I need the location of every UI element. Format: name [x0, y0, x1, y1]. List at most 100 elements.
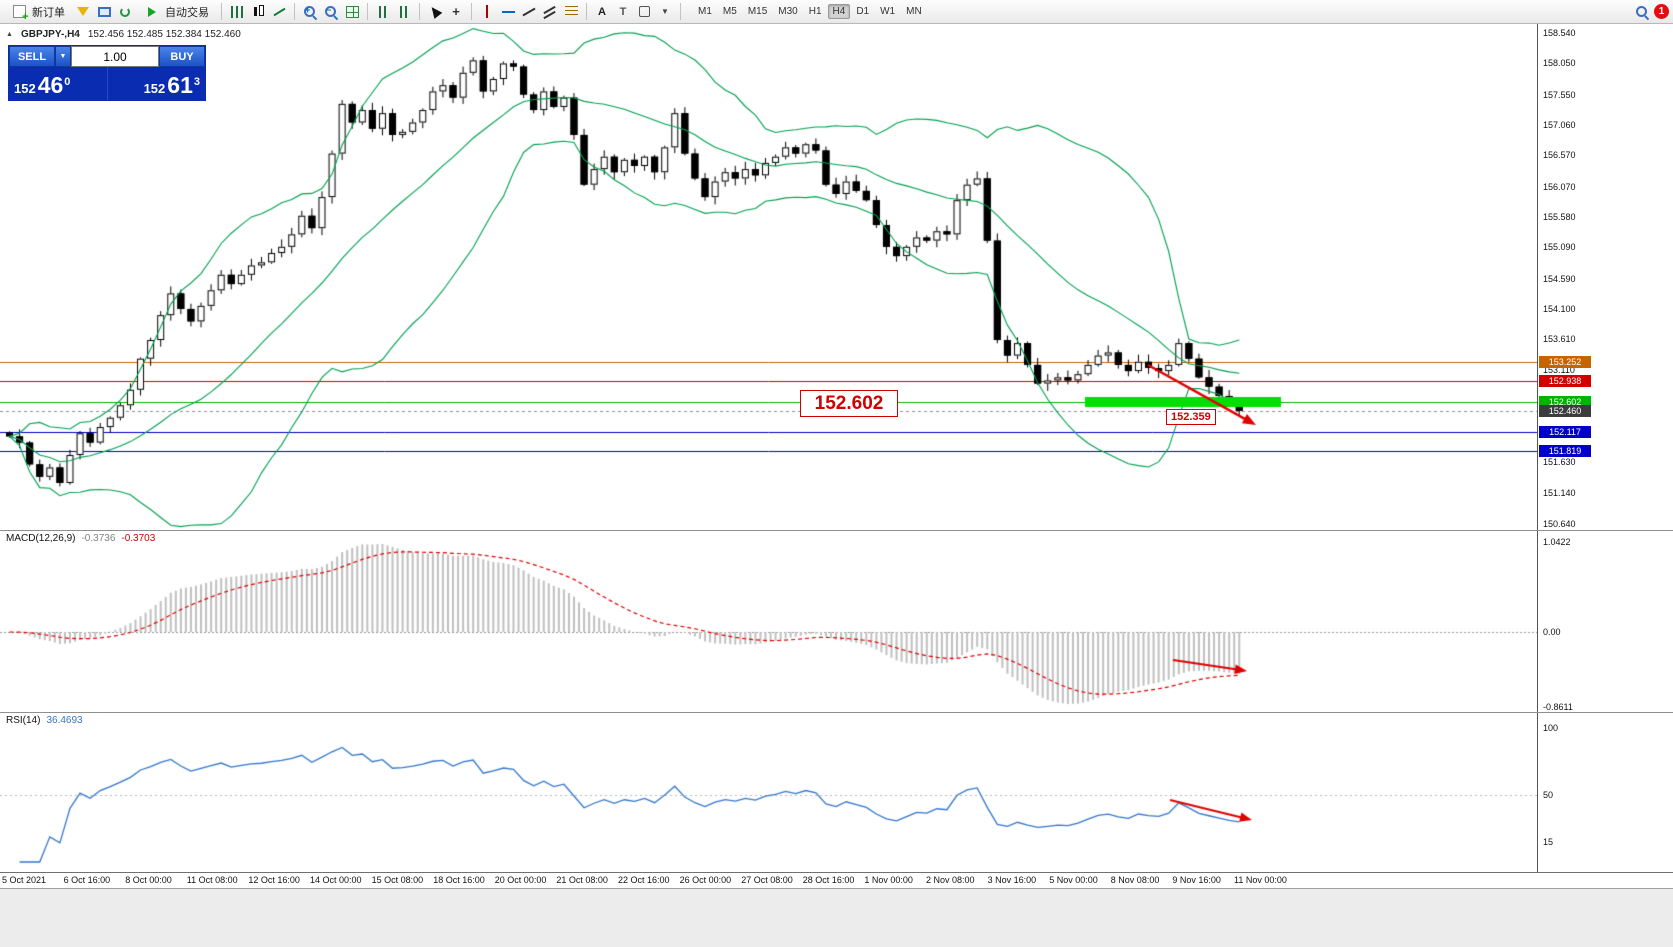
chart-workspace: ▲ GBPJPY-,H4 152.456 152.485 152.384 152… — [0, 24, 1673, 947]
search-icon[interactable] — [1633, 3, 1651, 20]
candlestick-mode-icon[interactable] — [249, 3, 267, 20]
new-order-label: 新订单 — [32, 6, 65, 19]
time-axis-label: 14 Oct 00:00 — [310, 875, 362, 885]
time-axis[interactable]: 5 Oct 2021 6 Oct 16:00 8 Oct 00:00 11 Oct 0… — [0, 872, 1673, 888]
price-tick: 151.140 — [1543, 487, 1576, 498]
volume-dropdown-icon[interactable]: ▼ — [55, 46, 71, 67]
buy-price-pips: 61 — [167, 72, 193, 99]
volume-input[interactable] — [72, 47, 158, 66]
tile-windows-icon[interactable] — [343, 3, 361, 20]
macd-axis-tick: 0.00 — [1543, 627, 1561, 637]
macd-name: MACD(12,26,9) — [6, 533, 76, 544]
price-tick: 158.540 — [1543, 28, 1576, 38]
toolbar-separator — [294, 3, 295, 20]
rsi-value: 36.4693 — [46, 715, 83, 726]
timeframe-button-m30[interactable]: M30 — [778, 6, 798, 17]
charts-window-icon[interactable] — [95, 3, 113, 20]
toolbar-separator — [367, 3, 368, 20]
timeframe-button-m5[interactable]: M5 — [722, 6, 737, 17]
sell-price-button[interactable]: 152 46 0 — [9, 67, 107, 100]
price-line-label: 152.117 — [1539, 426, 1591, 439]
zoom-in-icon[interactable]: + — [301, 3, 319, 20]
shapes-icon[interactable] — [635, 3, 653, 20]
macd-canvas[interactable] — [0, 530, 1537, 712]
price-tick: 157.550 — [1543, 89, 1576, 100]
toolbar-separator — [680, 3, 681, 20]
timeframe-button-h4[interactable]: H4 — [827, 4, 851, 19]
price-tick: 157.060 — [1543, 119, 1576, 130]
time-axis-label: 21 Oct 08:00 — [556, 875, 608, 885]
timeframe-button-w1[interactable]: W1 — [880, 6, 896, 17]
timeframe-group: M1 M5 M15 M30 H1 H4 D1 W1 MN — [693, 4, 927, 19]
time-axis-label: 11 Nov 00:00 — [1234, 875, 1287, 885]
price-line-label: 153.252 — [1539, 355, 1591, 368]
price-annotation-small: 152.359 — [1166, 409, 1216, 425]
price-tick: 158.050 — [1543, 58, 1576, 69]
timeframe-button-m15[interactable]: M15 — [747, 6, 768, 17]
buy-price-main: 152 — [143, 80, 166, 96]
panel-splitter-rsi[interactable] — [0, 712, 1673, 713]
arrows-dropdown-icon[interactable]: ▼ — [661, 7, 669, 16]
trendline-icon[interactable] — [520, 3, 538, 20]
time-axis-label: 6 Oct 16:00 — [63, 875, 111, 885]
toolbar-separator — [419, 3, 420, 20]
chart-header: ▲ GBPJPY-,H4 152.456 152.485 152.384 152… — [6, 29, 241, 40]
line-chart-mode-icon[interactable] — [270, 3, 288, 20]
chart-shift-icon[interactable] — [395, 3, 413, 20]
vertical-line-icon[interactable] — [478, 3, 496, 20]
toolbar-separator — [221, 3, 222, 20]
panel-splitter-macd[interactable] — [0, 530, 1673, 531]
sell-price-pips: 46 — [37, 72, 64, 99]
timeframe-button-m1[interactable]: M1 — [698, 6, 712, 17]
price-axis[interactable]: 158.540 158.050 157.550 157.060 156.570 156.0… — [1537, 24, 1673, 872]
horizontal-line-icon[interactable] — [499, 3, 517, 20]
time-axis-label: 20 Oct 00:00 — [494, 875, 547, 885]
crosshair-icon[interactable]: + — [452, 4, 460, 19]
time-axis-label: 1 Nov 00:00 — [864, 875, 913, 885]
new-order-button[interactable]: + 新订单 — [4, 2, 71, 23]
zoom-out-icon[interactable]: − — [322, 3, 340, 20]
price-tick: 151.630 — [1543, 457, 1576, 468]
refresh-icon[interactable] — [116, 3, 134, 20]
auto-trading-play-icon — [143, 3, 161, 20]
rsi-name: RSI(14) — [6, 715, 41, 726]
time-axis-label: 9 Nov 16:00 — [1172, 875, 1221, 885]
buy-price-sup: 3 — [193, 76, 200, 88]
buy-button[interactable]: BUY — [159, 46, 205, 67]
notification-badge[interactable]: 1 — [1654, 4, 1669, 19]
profiles-icon[interactable] — [74, 3, 92, 20]
time-axis-label: 11 Oct 08:00 — [186, 875, 238, 885]
rsi-axis-tick: 100 — [1543, 723, 1559, 733]
timeframe-button-h1[interactable]: H1 — [808, 6, 822, 17]
price-chart-canvas[interactable] — [0, 24, 1537, 530]
channel-icon[interactable] — [541, 3, 559, 20]
sell-price-main: 152 — [14, 80, 36, 96]
new-order-icon: + — [10, 3, 29, 23]
toolbar-separator — [586, 3, 587, 20]
price-tick: 156.570 — [1543, 150, 1576, 161]
time-axis-label: 12 Oct 16:00 — [248, 875, 300, 885]
fibonacci-icon[interactable] — [562, 3, 580, 20]
auto-scroll-icon[interactable] — [374, 3, 392, 20]
rsi-label: RSI(14) 36.4693 — [6, 715, 83, 726]
auto-trading-button[interactable]: 自动交易 — [137, 2, 215, 22]
price-line-label: 152.460 — [1539, 404, 1591, 417]
price-tick: 156.070 — [1543, 181, 1576, 192]
sell-button[interactable]: SELL — [9, 46, 55, 67]
timeframe-button-mn[interactable]: MN — [906, 6, 922, 17]
volume-field — [71, 46, 159, 67]
cursor-icon[interactable] — [426, 3, 444, 20]
price-tick: 153.610 — [1543, 334, 1576, 345]
price-tick: 154.590 — [1543, 273, 1576, 284]
macd-label: MACD(12,26,9) -0.3736 -0.3703 — [6, 533, 155, 544]
status-strip — [0, 888, 1673, 947]
bar-chart-mode-icon[interactable] — [228, 3, 246, 20]
rsi-canvas[interactable] — [0, 712, 1537, 872]
macd-value-2: -0.3703 — [121, 533, 156, 544]
text-tool-icon[interactable]: A — [598, 5, 606, 18]
text-label-icon[interactable]: T — [619, 5, 627, 18]
toolbar: + 新订单 自动交易 + − + A T ▼ M1 M5 M15 M30 H1 H4 D1 W… — [0, 0, 1673, 24]
buy-price-button[interactable]: 152 61 3 — [106, 67, 206, 100]
timeframe-button-d1[interactable]: D1 — [856, 6, 870, 17]
chart-window: ▲ GBPJPY-,H4 152.456 152.485 152.384 152… — [0, 24, 1537, 872]
